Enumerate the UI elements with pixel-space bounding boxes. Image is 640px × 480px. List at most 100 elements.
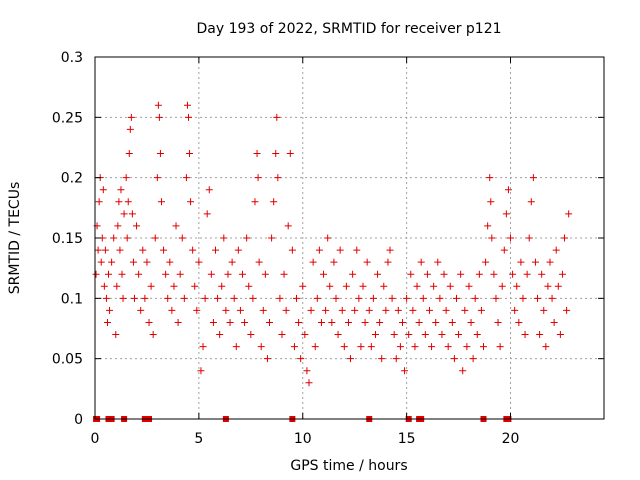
data-point	[446, 282, 454, 290]
data-point	[361, 318, 369, 326]
data-point	[407, 270, 415, 278]
data-point	[183, 101, 191, 109]
data-point	[552, 246, 560, 254]
data-point	[527, 198, 535, 206]
y-tick-label: 0.15	[52, 231, 83, 247]
data-point	[548, 294, 556, 302]
data-point	[97, 258, 105, 266]
data-point	[116, 246, 124, 254]
data-point	[228, 258, 236, 266]
y-tick-label: 0.3	[61, 50, 83, 66]
data-point	[504, 186, 512, 194]
data-point	[517, 258, 525, 266]
data-point	[301, 331, 309, 339]
x-tick-label: 0	[91, 431, 100, 447]
data-point	[484, 222, 492, 230]
data-point	[303, 367, 311, 375]
data-point	[434, 258, 442, 266]
y-axis-label: SRMTID / TECUs	[7, 182, 23, 295]
data-point	[561, 234, 569, 242]
data-point	[135, 270, 143, 278]
data-point	[542, 343, 550, 351]
data-point	[182, 174, 190, 182]
data-point	[509, 270, 517, 278]
data-point	[99, 186, 107, 194]
data-point	[170, 282, 178, 290]
data-point	[201, 294, 209, 302]
data-point	[114, 222, 122, 230]
y-axis-ticks: 0 0.05 0.1 0.15 0.2 0.25 0.3	[52, 50, 604, 428]
data-point	[498, 282, 506, 290]
data-point	[376, 318, 384, 326]
data-point	[124, 198, 132, 206]
data-point	[274, 174, 282, 182]
data-point	[288, 246, 296, 254]
data-point	[203, 210, 211, 218]
data-point	[487, 198, 495, 206]
data-point	[534, 294, 542, 302]
data-point	[286, 150, 294, 158]
data-point	[232, 343, 240, 351]
data-point	[405, 331, 413, 339]
data-point	[513, 282, 521, 290]
data-point	[392, 355, 400, 363]
data-point	[390, 331, 398, 339]
data-point	[515, 318, 523, 326]
data-point	[94, 246, 102, 254]
data-point	[293, 294, 301, 302]
data-point	[255, 258, 263, 266]
data-point	[180, 294, 188, 302]
data-point	[129, 258, 137, 266]
data-point	[500, 246, 508, 254]
data-point	[455, 331, 463, 339]
data-point	[176, 270, 184, 278]
data-point	[259, 306, 267, 314]
chart-title: Day 193 of 2022, SRMTID for receiver p12…	[196, 21, 501, 37]
y-tick-label: 0.05	[52, 352, 83, 368]
data-point	[421, 331, 429, 339]
data-point	[394, 306, 402, 314]
data-point	[428, 343, 436, 351]
data-point	[511, 306, 519, 314]
data-point	[305, 379, 313, 387]
data-point	[127, 113, 135, 121]
data-point	[334, 331, 342, 339]
data-point	[243, 234, 251, 242]
data-point	[118, 270, 126, 278]
data-point	[101, 246, 109, 254]
data-point	[452, 294, 460, 302]
data-point	[147, 282, 155, 290]
data-point	[102, 294, 110, 302]
data-point	[540, 306, 548, 314]
data-point	[430, 282, 438, 290]
data-point	[320, 270, 328, 278]
data-point	[351, 306, 359, 314]
data-point	[432, 318, 440, 326]
data-point	[371, 331, 379, 339]
data-point	[280, 270, 288, 278]
data-point	[457, 270, 465, 278]
data-point	[482, 258, 490, 266]
data-point	[92, 270, 100, 278]
data-point	[187, 198, 195, 206]
data-point	[172, 222, 180, 230]
data-point	[531, 258, 539, 266]
data-point	[467, 318, 475, 326]
data-point	[322, 306, 330, 314]
data-point	[156, 150, 164, 158]
data-point	[369, 294, 377, 302]
data-point	[295, 318, 303, 326]
data-point	[469, 355, 477, 363]
data-point	[205, 186, 213, 194]
data-point	[496, 343, 504, 351]
x-tick-label: 15	[398, 431, 416, 447]
data-point	[195, 258, 203, 266]
data-point	[105, 270, 113, 278]
data-point	[359, 282, 367, 290]
data-point	[211, 246, 219, 254]
data-point	[425, 306, 433, 314]
data-point	[490, 270, 498, 278]
data-point	[442, 306, 450, 314]
data-point	[353, 246, 361, 254]
data-points	[92, 101, 573, 387]
